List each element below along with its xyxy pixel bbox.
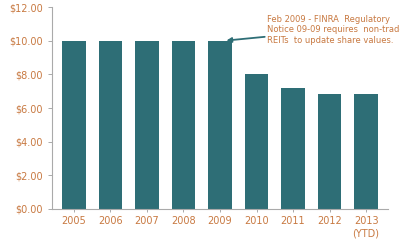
Bar [172, 41, 195, 209]
Bar [208, 41, 232, 209]
Bar [62, 41, 86, 209]
Bar [354, 94, 378, 209]
Text: Feb 2009 - FINRA  Regulatory
Notice 09-09 requires  non-traded
REITs  to update : Feb 2009 - FINRA Regulatory Notice 09-09… [228, 15, 400, 45]
Bar [245, 74, 268, 209]
Bar [281, 88, 305, 209]
Bar [318, 94, 342, 209]
Bar [98, 41, 122, 209]
Bar [135, 41, 159, 209]
